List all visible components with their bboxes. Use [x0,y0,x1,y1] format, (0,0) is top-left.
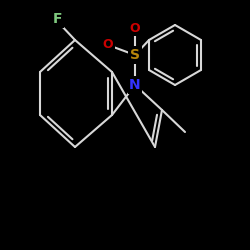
Text: N: N [129,78,141,92]
Text: O: O [130,22,140,35]
Text: S: S [130,48,140,62]
Text: O: O [103,38,113,52]
Text: F: F [53,12,63,26]
